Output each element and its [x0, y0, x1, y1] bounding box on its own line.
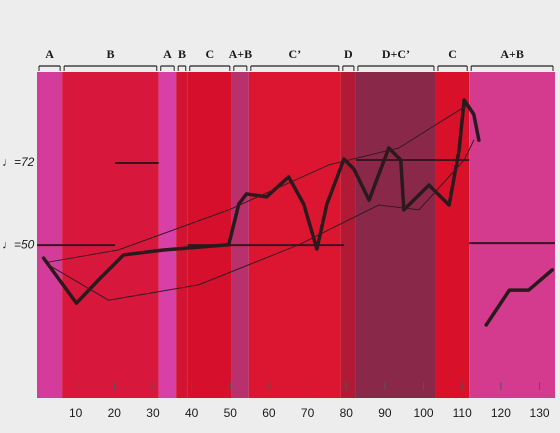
curve	[41, 98, 555, 327]
band	[248, 72, 341, 398]
band	[176, 72, 188, 398]
tempo-annotation: ♩=72	[2, 155, 35, 169]
band-label: A	[163, 47, 172, 61]
x-tick-label: 130	[530, 406, 550, 420]
band	[469, 72, 555, 398]
tempo-annotation: ♩=50	[2, 237, 35, 251]
band-label: C	[205, 47, 214, 61]
x-tick-label: 10	[69, 406, 83, 420]
band-label: D	[344, 47, 353, 61]
x-tick-label: 70	[301, 406, 315, 420]
band	[340, 72, 356, 398]
band-label: A+B	[229, 47, 253, 61]
x-tick-label: 110	[453, 406, 472, 420]
band-label: C’	[289, 47, 302, 61]
band	[62, 72, 159, 398]
band	[187, 72, 232, 398]
band-label: B	[106, 47, 114, 61]
band-label: C	[448, 47, 457, 61]
x-tick-label: 100	[414, 406, 434, 420]
x-tick-label: 40	[185, 406, 199, 420]
x-tick-label: 80	[340, 406, 354, 420]
curve	[48, 104, 470, 263]
band	[435, 72, 470, 398]
band	[231, 72, 249, 398]
band	[37, 72, 63, 398]
x-tick-label: 90	[378, 406, 392, 420]
band-label: B	[178, 47, 186, 61]
x-tick-label: 20	[108, 406, 122, 420]
band-label: D+C’	[382, 47, 410, 61]
band	[158, 72, 177, 398]
curve	[48, 139, 475, 301]
x-tick-label: 50	[224, 406, 238, 420]
band	[355, 72, 436, 398]
x-tick-label: 60	[262, 406, 276, 420]
x-tick-label: 120	[491, 406, 511, 420]
band-label: A	[45, 47, 54, 61]
x-tick-label: 30	[146, 406, 160, 420]
band-label: A+B	[500, 47, 524, 61]
